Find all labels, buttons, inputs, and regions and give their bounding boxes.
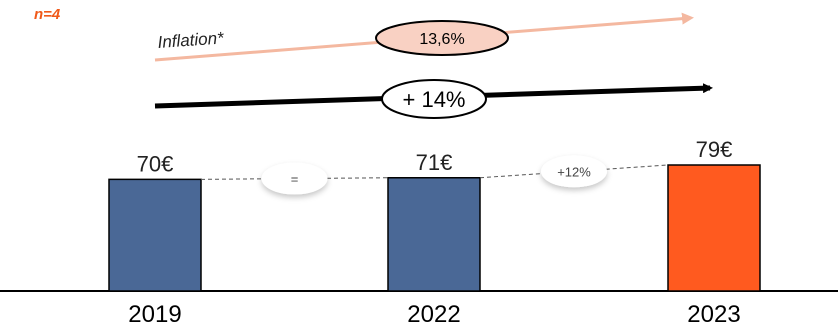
change-bubble-2022-2023 (541, 155, 607, 188)
inflation-value: 13,6% (419, 31, 464, 48)
value-label-2022: 71€ (416, 150, 453, 175)
bar-2019 (108, 178, 202, 292)
category-label-2019: 2019 (128, 301, 181, 328)
value-label-2019: 70€ (137, 151, 174, 176)
sample-size-note: n=4 (34, 6, 61, 23)
change-bubble-2019-2022 (261, 162, 328, 195)
bar-2023 (667, 164, 761, 292)
inflation-pill (375, 20, 509, 56)
overall-change-label: + 14% (403, 87, 466, 112)
inflation-label: Inflation* (157, 28, 226, 52)
category-label-2023: 2023 (687, 301, 740, 328)
bar-2022 (387, 177, 481, 292)
change-label-2019-2022: = (291, 172, 299, 187)
change-label-2022-2023: +12% (557, 164, 591, 179)
overall-change-pill (381, 79, 487, 119)
value-label-2023: 79€ (696, 137, 733, 162)
category-label-2022: 2022 (407, 301, 460, 328)
